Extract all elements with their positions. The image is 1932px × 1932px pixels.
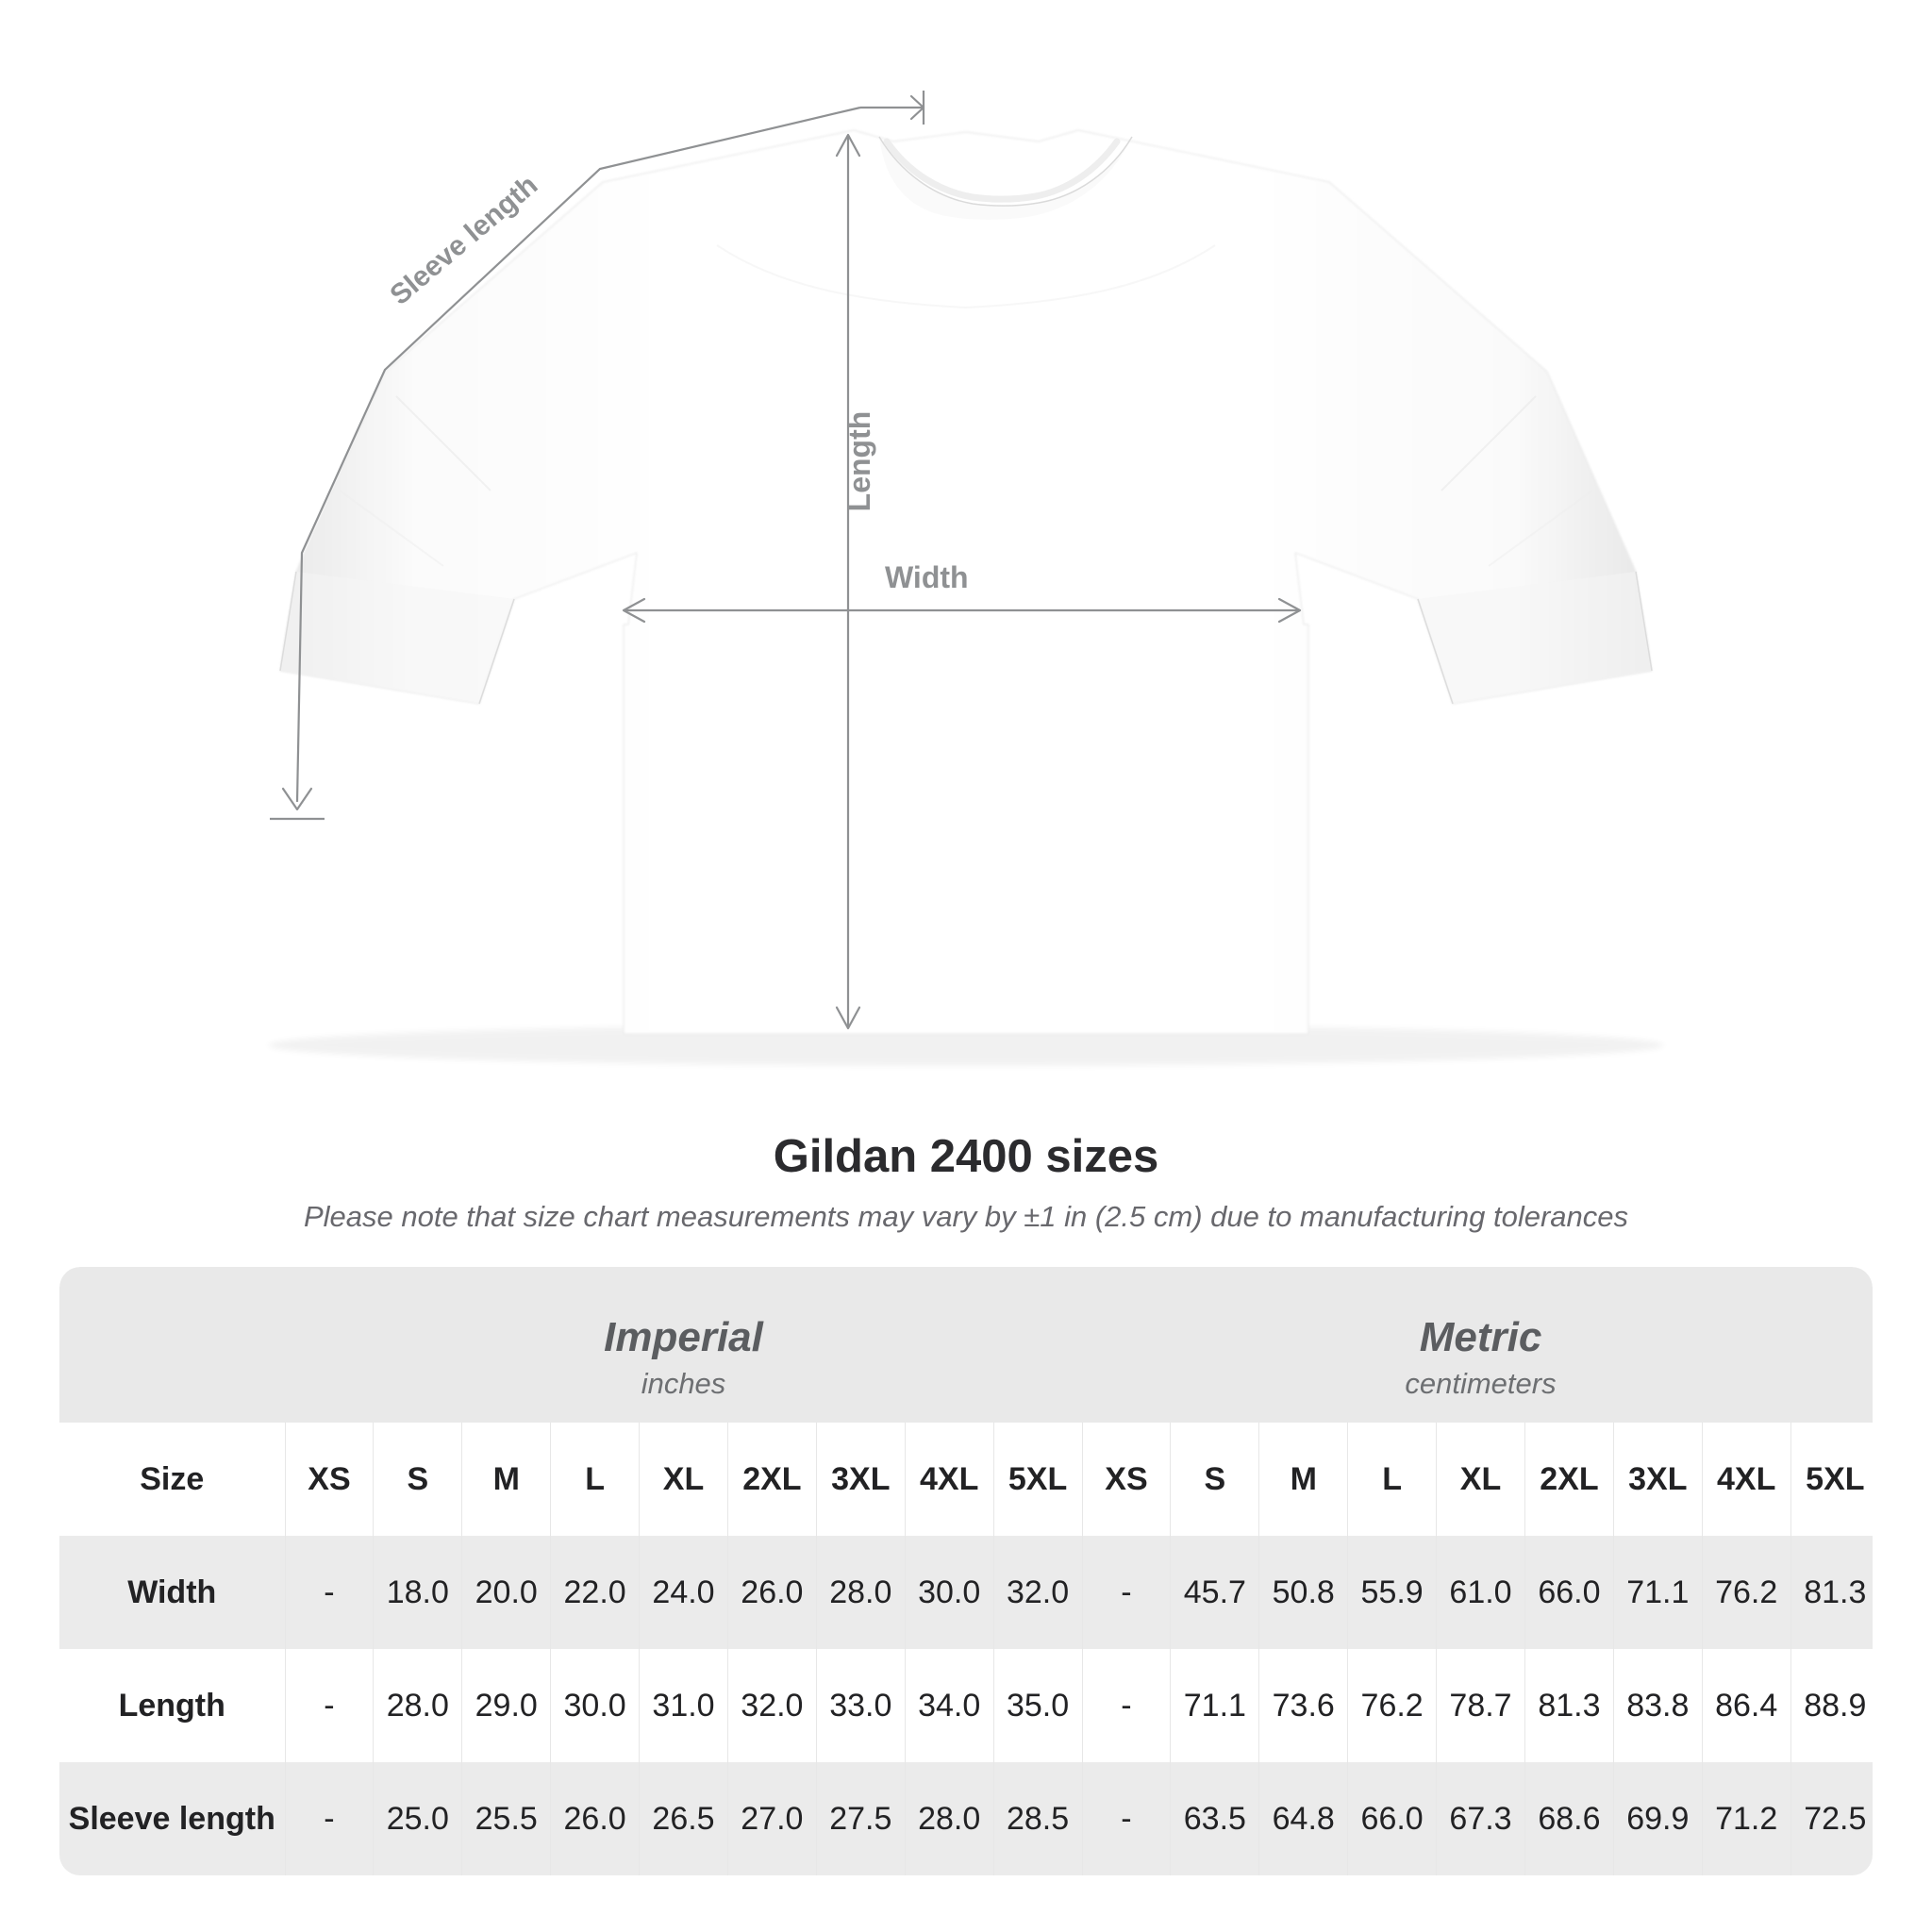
svg-text:Length: Length: [842, 411, 876, 512]
svg-text:Width: Width: [885, 560, 969, 594]
